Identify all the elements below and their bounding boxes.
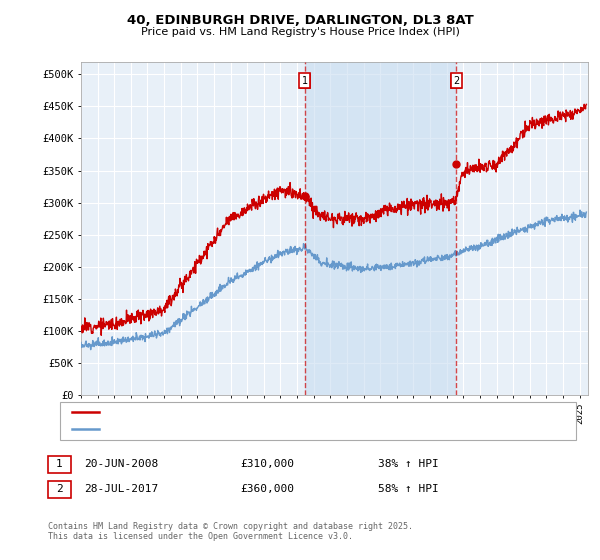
Text: 40, EDINBURGH DRIVE, DARLINGTON, DL3 8AT: 40, EDINBURGH DRIVE, DARLINGTON, DL3 8AT — [127, 14, 473, 27]
Text: 28-JUL-2017: 28-JUL-2017 — [84, 484, 158, 494]
Text: £360,000: £360,000 — [240, 484, 294, 494]
Text: 2: 2 — [453, 76, 460, 86]
Text: Price paid vs. HM Land Registry's House Price Index (HPI): Price paid vs. HM Land Registry's House … — [140, 27, 460, 37]
Text: 2: 2 — [56, 484, 63, 494]
Text: 38% ↑ HPI: 38% ↑ HPI — [378, 459, 439, 469]
Text: Contains HM Land Registry data © Crown copyright and database right 2025.
This d: Contains HM Land Registry data © Crown c… — [48, 522, 413, 542]
Text: 2: 2 — [453, 76, 460, 86]
Text: 1: 1 — [56, 459, 63, 469]
Text: £310,000: £310,000 — [240, 459, 294, 469]
Bar — [305, 62, 456, 395]
Text: 1: 1 — [302, 76, 308, 86]
Text: 1: 1 — [302, 76, 308, 86]
Text: 40, EDINBURGH DRIVE, DARLINGTON, DL3 8AT (detached house): 40, EDINBURGH DRIVE, DARLINGTON, DL3 8AT… — [105, 407, 423, 417]
Text: HPI: Average price, detached house, Darlington: HPI: Average price, detached house, Darl… — [105, 424, 337, 434]
Text: 58% ↑ HPI: 58% ↑ HPI — [378, 484, 439, 494]
Text: 20-JUN-2008: 20-JUN-2008 — [84, 459, 158, 469]
